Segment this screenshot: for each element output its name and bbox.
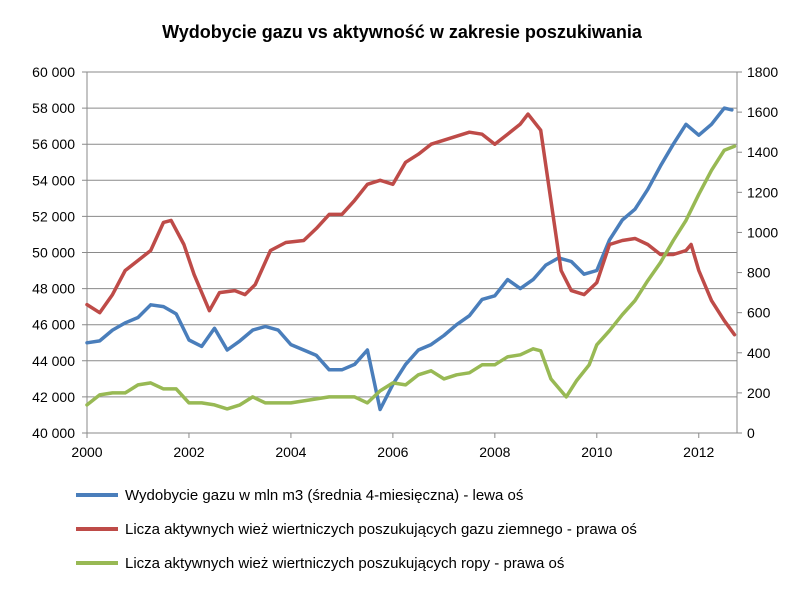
y-left-tick-label: 58 000 [32, 100, 75, 116]
y-right-tick-label: 1400 [747, 144, 778, 160]
x-tick-label: 2000 [71, 444, 102, 460]
x-tick-label: 2004 [275, 444, 306, 460]
y-left-tick-label: 40 000 [32, 425, 75, 441]
legend-label-1: Wydobycie gazu w mln m3 (średnia 4-miesi… [125, 487, 523, 504]
y-left-tick-label: 50 000 [32, 245, 75, 261]
legend: Wydobycie gazu w mln m3 (średnia 4-miesi… [76, 487, 637, 572]
y-left-tick-label: 44 000 [32, 353, 75, 369]
series-line-1 [85, 106, 734, 412]
x-tick-label: 2010 [581, 444, 612, 460]
y-left-tick-label: 60 000 [32, 64, 75, 80]
gridlines [82, 71, 737, 434]
y-right-tick-label: 400 [747, 345, 771, 361]
y-left-tick-label: 46 000 [32, 317, 75, 333]
chart-title: Wydobycie gazu vs aktywność w zakresie p… [162, 22, 643, 42]
y-right-tick-label: 200 [747, 385, 771, 401]
legend-label-3: Licza aktywnych wież wiertniczych poszuk… [125, 555, 564, 572]
y-right-tick-label: 1800 [747, 64, 778, 80]
series-line-3 [85, 144, 737, 411]
y-left-tick-label: 48 000 [32, 281, 75, 297]
y-right-tick-label: 0 [747, 425, 755, 441]
series-lines [85, 106, 737, 412]
y-right-tick-label: 1000 [747, 224, 778, 240]
x-tick-label: 2012 [683, 444, 714, 460]
y-left-tick-label: 54 000 [32, 172, 75, 188]
y-left-tick-label: 52 000 [32, 208, 75, 224]
y-left-tick-label: 56 000 [32, 136, 75, 152]
axes: 40 000 42 000 44 000 46 000 48 000 50 000 52 0… [32, 64, 778, 460]
x-tick-label: 2002 [173, 444, 204, 460]
series-line-2 [85, 112, 737, 337]
y-right-tick-label: 800 [747, 265, 771, 281]
x-tick-label: 2008 [479, 444, 510, 460]
y-right-tick-label: 600 [747, 305, 771, 321]
y-left-tick-label: 42 000 [32, 389, 75, 405]
y-right-tick-label: 1200 [747, 184, 778, 200]
y-right-tick-label: 1600 [747, 104, 778, 120]
x-tick-label: 2006 [377, 444, 408, 460]
legend-label-2: Licza aktywnych wież wiertniczych poszuk… [125, 521, 637, 538]
